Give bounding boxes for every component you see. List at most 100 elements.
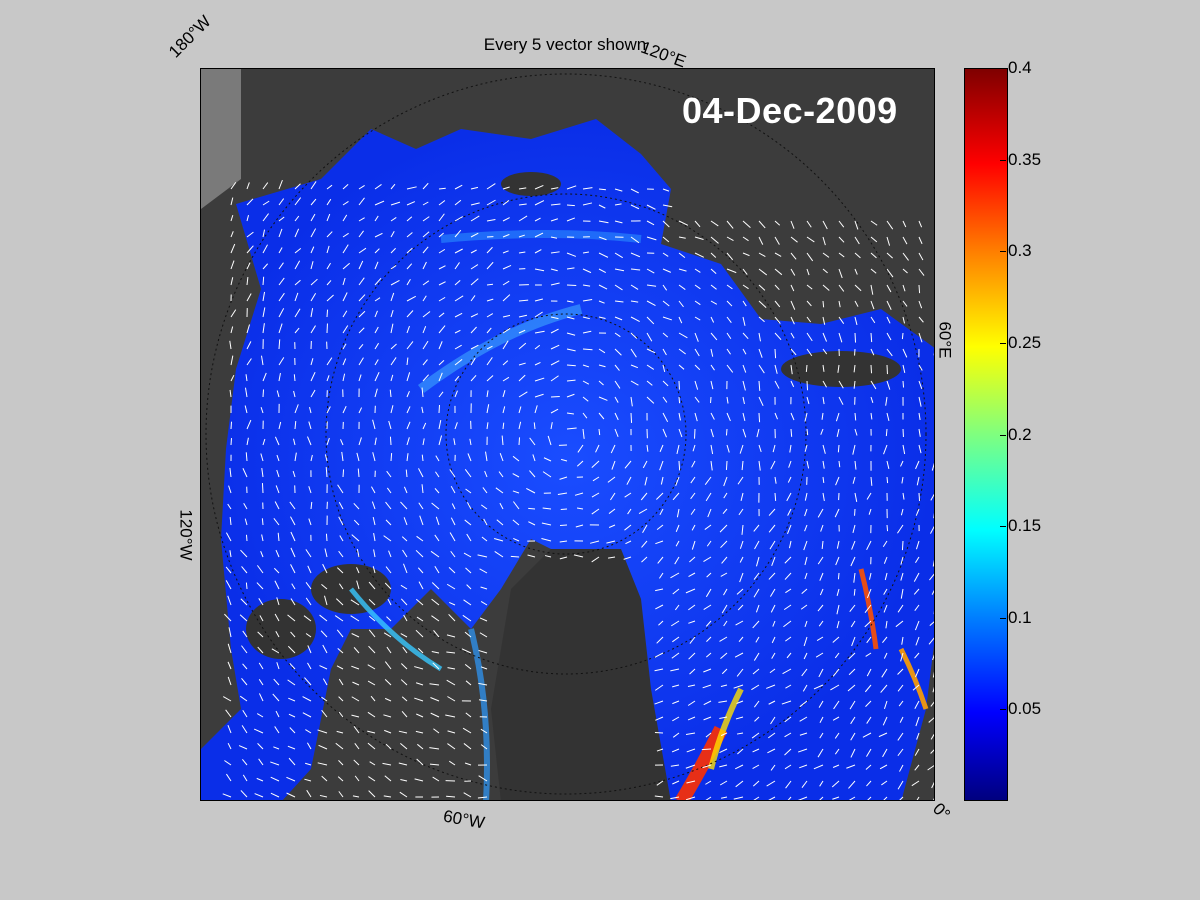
drift-vector bbox=[518, 329, 526, 334]
drift-vector bbox=[259, 615, 264, 622]
drift-vector bbox=[897, 684, 904, 692]
drift-vector bbox=[662, 428, 667, 438]
drift-vector bbox=[401, 536, 408, 542]
drift-vector bbox=[799, 700, 808, 708]
drift-vector bbox=[352, 681, 360, 686]
drift-vector bbox=[758, 460, 761, 471]
drift-vector bbox=[582, 396, 589, 402]
drift-vector bbox=[512, 455, 520, 462]
drift-vector bbox=[598, 396, 608, 401]
drift-vector bbox=[848, 796, 856, 800]
drift-vector bbox=[931, 589, 934, 595]
drift-vector bbox=[742, 220, 751, 229]
drift-vector bbox=[804, 572, 808, 580]
drift-vector bbox=[271, 648, 280, 654]
drift-vector bbox=[262, 229, 266, 238]
drift-vector bbox=[870, 220, 878, 226]
drift-vector bbox=[384, 697, 392, 702]
drift-vector bbox=[229, 389, 232, 398]
drift-vector bbox=[772, 444, 776, 453]
drift-vector bbox=[526, 487, 536, 494]
drift-vector bbox=[462, 727, 472, 734]
drift-vector bbox=[835, 476, 840, 486]
drift-vector bbox=[385, 519, 392, 526]
drift-vector bbox=[710, 252, 717, 258]
drift-vector bbox=[406, 341, 414, 350]
drift-vector bbox=[293, 374, 296, 382]
drift-vector bbox=[246, 419, 252, 430]
drift-vector bbox=[338, 711, 344, 718]
drift-vector bbox=[374, 248, 380, 254]
drift-vector bbox=[368, 629, 376, 638]
drift-vector bbox=[438, 296, 446, 302]
drift-vector bbox=[416, 616, 424, 622]
drift-vector bbox=[801, 588, 808, 595]
drift-vector bbox=[454, 375, 460, 382]
drift-vector bbox=[678, 428, 683, 438]
drift-vector bbox=[566, 393, 575, 398]
drift-vector bbox=[799, 764, 808, 769]
drift-vector bbox=[654, 795, 664, 798]
drift-vector bbox=[406, 232, 413, 238]
drift-vector bbox=[736, 732, 744, 735]
drift-vector bbox=[258, 679, 264, 686]
drift-vector bbox=[566, 427, 577, 430]
drift-vector bbox=[751, 684, 760, 691]
drift-vector bbox=[305, 597, 312, 606]
drift-vector bbox=[342, 373, 346, 382]
drift-vector bbox=[502, 314, 511, 318]
drift-vector bbox=[918, 332, 923, 343]
drift-vector bbox=[929, 573, 934, 581]
drift-vector bbox=[854, 332, 857, 343]
drift-vector bbox=[813, 764, 824, 770]
drift-vector bbox=[704, 524, 712, 530]
drift-vector bbox=[230, 438, 233, 446]
drift-vector bbox=[438, 312, 445, 318]
drift-vector bbox=[838, 284, 845, 292]
drift-vector bbox=[229, 340, 232, 350]
drift-vector bbox=[783, 604, 792, 611]
drift-vector bbox=[495, 487, 504, 494]
drift-vector bbox=[784, 732, 792, 738]
drift-vector bbox=[278, 198, 285, 206]
drift-vector bbox=[262, 323, 265, 334]
drift-vector bbox=[401, 710, 408, 718]
drift-vector bbox=[671, 652, 680, 659]
drift-vector bbox=[689, 668, 696, 675]
drift-vector bbox=[246, 262, 251, 270]
drift-vector bbox=[432, 662, 440, 670]
drift-vector bbox=[694, 236, 704, 240]
drift-vector bbox=[742, 332, 749, 340]
drift-vector bbox=[818, 620, 824, 627]
drift-vector bbox=[694, 348, 700, 357]
drift-vector bbox=[533, 422, 536, 430]
drift-vector bbox=[902, 284, 906, 292]
drift-vector bbox=[901, 636, 904, 645]
drift-vector bbox=[787, 796, 792, 800]
drift-vector bbox=[550, 268, 558, 272]
drift-vector bbox=[883, 796, 888, 800]
drift-vector bbox=[550, 422, 553, 430]
drift-vector bbox=[736, 588, 744, 595]
drift-vector bbox=[722, 508, 728, 515]
drift-vector bbox=[822, 348, 828, 355]
drift-vector bbox=[838, 268, 843, 279]
drift-vector bbox=[641, 540, 648, 548]
drift-vector bbox=[550, 344, 560, 350]
drift-vector bbox=[882, 716, 888, 726]
drift-vector bbox=[257, 631, 264, 638]
drift-vector bbox=[336, 629, 344, 638]
drift-vector bbox=[644, 476, 648, 486]
drift-vector bbox=[464, 663, 472, 670]
drift-vector bbox=[222, 793, 232, 798]
drift-vector bbox=[758, 284, 766, 291]
drift-vector bbox=[656, 524, 664, 531]
drift-vector bbox=[591, 460, 600, 468]
drift-vector bbox=[849, 700, 856, 710]
drift-vector bbox=[416, 535, 424, 542]
drift-vector bbox=[527, 554, 536, 558]
drift-vector bbox=[518, 314, 528, 318]
drift-vector bbox=[230, 260, 235, 270]
drift-vector bbox=[518, 215, 528, 222]
drift-vector bbox=[753, 588, 760, 598]
